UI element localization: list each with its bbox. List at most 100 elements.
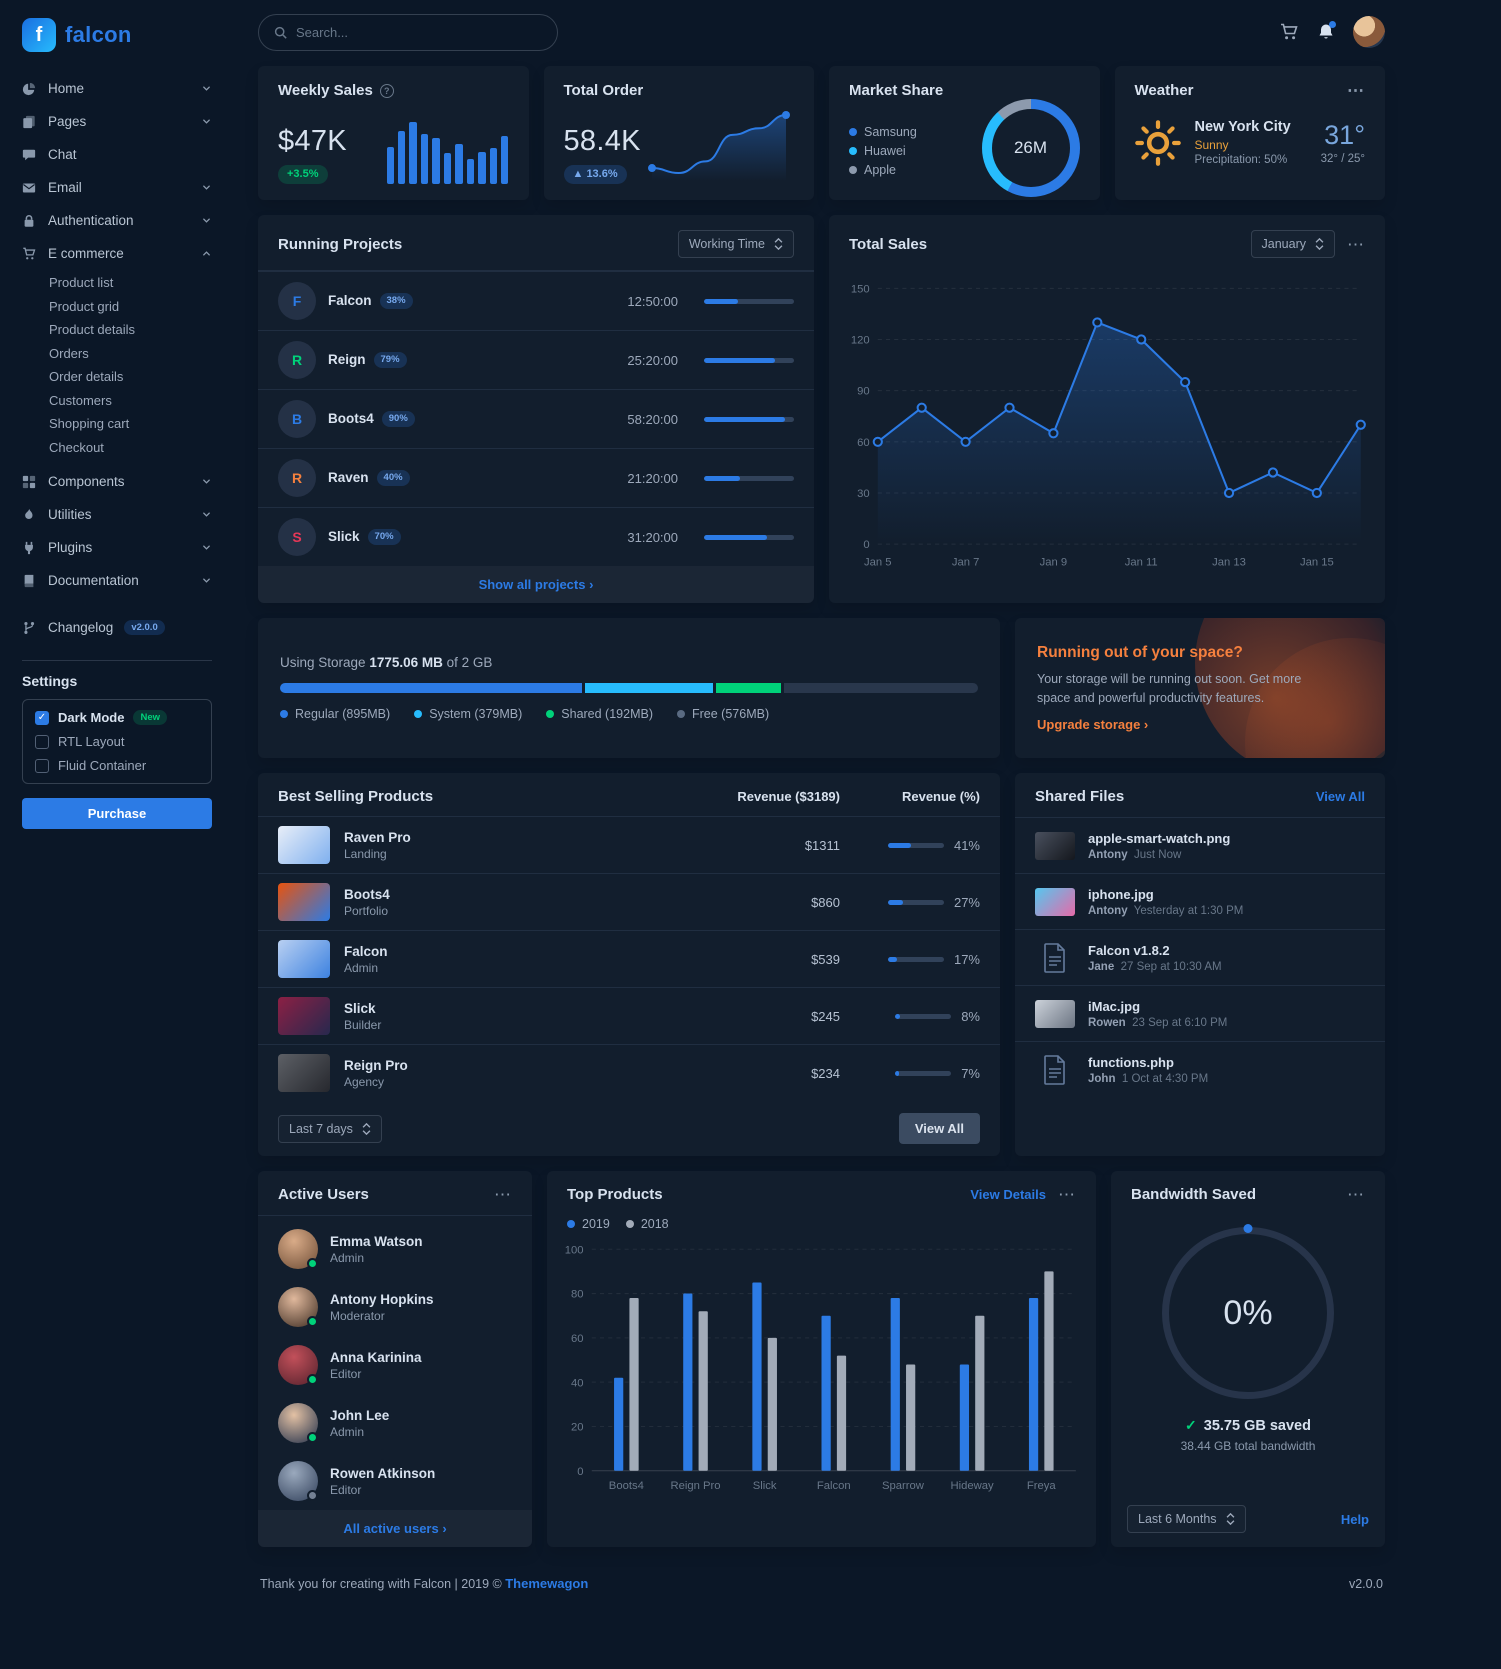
sidebar-item-label: Chat — [48, 147, 77, 162]
purchase-button[interactable]: Purchase — [22, 798, 212, 830]
total-order-chart — [644, 103, 794, 184]
sidebar-subitem-order-details[interactable]: Order details — [49, 369, 124, 385]
ellipsis-menu-icon[interactable]: ⋯ — [494, 1185, 512, 1204]
sidebar-item-label: Components — [48, 474, 125, 489]
file-row[interactable]: Falcon v1.8.2 Jane 27 Sep at 10:30 AM — [1015, 929, 1385, 985]
user-row[interactable]: Antony Hopkins Moderator — [258, 1278, 532, 1336]
bar — [397, 131, 406, 184]
product-row: Boots4 Portfolio $860 27% — [258, 873, 1000, 930]
sidebar-item-plugins[interactable]: Plugins — [22, 531, 212, 564]
settings-box: ✓ Dark Mode New RTL Layout Fluid Contain… — [22, 699, 212, 785]
setting-dark-mode[interactable]: ✓ Dark Mode New — [35, 710, 199, 726]
sidebar-item-ecommerce[interactable]: E commerce — [22, 237, 212, 270]
view-all-button[interactable]: View All — [898, 1113, 980, 1144]
ellipsis-menu-icon[interactable]: ⋯ — [1058, 1185, 1076, 1204]
user-row[interactable]: Anna Karinina Editor — [258, 1336, 532, 1394]
bell-icon[interactable] — [1317, 21, 1336, 41]
best-selling-list: Raven Pro Landing $1311 41% Boots4 Portf… — [258, 816, 1000, 1101]
sidebar-item-home[interactable]: Home — [22, 72, 212, 105]
themewagon-link[interactable]: Themewagon — [505, 1576, 589, 1591]
sidebar-item-pages[interactable]: Pages — [22, 105, 212, 138]
ellipsis-menu-icon[interactable]: ⋯ — [1347, 1185, 1365, 1204]
search-input[interactable] — [296, 24, 542, 40]
sidebar-item-components[interactable]: Components — [22, 465, 212, 498]
months-select[interactable]: Last 6 Months — [1127, 1505, 1246, 1533]
bandwidth-ring: 0% — [1162, 1224, 1334, 1399]
best-selling-title: Best Selling Products — [278, 788, 434, 805]
sidebar-item-utilities[interactable]: Utilities — [22, 498, 212, 531]
user-row-avatar — [278, 1345, 318, 1385]
total-order-value: 58.4K — [563, 124, 641, 157]
user-row[interactable]: Emma Watson Admin — [258, 1220, 532, 1278]
sidebar-item-documentation[interactable]: Documentation — [22, 564, 212, 597]
envelope-icon — [22, 181, 37, 195]
user-row[interactable]: John Lee Admin — [258, 1394, 532, 1452]
storage-bar — [280, 683, 978, 693]
file-row[interactable]: iMac.jpg Rowen 23 Sep at 6:10 PM — [1015, 985, 1385, 1041]
sidebar-subitem-product-grid[interactable]: Product grid — [49, 298, 120, 314]
range-select[interactable]: Last 7 days — [278, 1114, 382, 1143]
storage-segment — [584, 683, 713, 693]
product-category: Builder — [344, 1017, 382, 1032]
sidebar-item-label: E commerce — [48, 246, 124, 261]
legend-item-huawei: Huawei — [849, 144, 917, 158]
sidebar-item-changelog[interactable]: Changelog v2.0.0 — [22, 611, 212, 644]
brand-logo[interactable]: f falcon — [22, 18, 212, 52]
file-name: iMac.jpg — [1088, 998, 1141, 1014]
sidebar-subitem-product-details[interactable]: Product details — [49, 322, 135, 338]
product-name[interactable]: Reign Pro — [344, 1057, 408, 1073]
shared-files-view-all-link[interactable]: View All — [1315, 789, 1365, 804]
ellipsis-menu-icon[interactable]: ⋯ — [1347, 234, 1365, 254]
file-row[interactable]: functions.php John 1 Oct at 4:30 PM — [1015, 1041, 1385, 1097]
sidebar-subitem-shopping-cart[interactable]: Shopping cart — [49, 416, 130, 432]
project-name[interactable]: Reign — [328, 352, 366, 368]
product-name[interactable]: Raven Pro — [344, 829, 411, 845]
project-percent-badge: 38% — [379, 293, 413, 309]
sidebar-subitem-product-list[interactable]: Product list — [49, 275, 114, 291]
checkbox[interactable] — [35, 758, 49, 773]
working-time-select[interactable]: Working Time — [677, 230, 794, 258]
shared-files-card: Shared Files View All apple-smart-watch.… — [1015, 773, 1385, 1156]
space-warning-card: Running out of your space? Your storage … — [1015, 618, 1385, 758]
total-order-badge: ▲ 13.6% — [563, 164, 627, 184]
legend-item-2019: 2019 — [567, 1217, 610, 1231]
project-name[interactable]: Raven — [328, 470, 369, 486]
storage-legend-item: Shared (192MB) — [546, 707, 653, 721]
view-details-link[interactable]: View Details — [970, 1187, 1046, 1202]
weekly-sales-title: Weekly Sales — [278, 82, 373, 99]
setting-fluid-container[interactable]: Fluid Container — [35, 758, 199, 773]
month-select[interactable]: January — [1250, 230, 1335, 258]
sidebar-subitem-customers[interactable]: Customers — [49, 392, 112, 408]
file-row[interactable]: apple-smart-watch.png Antony Just Now — [1015, 817, 1385, 873]
project-name[interactable]: Boots4 — [328, 411, 374, 427]
user-avatar[interactable] — [1353, 16, 1385, 48]
project-name[interactable]: Falcon — [328, 293, 372, 309]
bar — [455, 143, 463, 184]
file-row[interactable]: iphone.jpg Antony Yesterday at 1:30 PM — [1015, 873, 1385, 929]
checkbox[interactable]: ✓ — [35, 710, 49, 725]
sidebar-item-email[interactable]: Email — [22, 171, 212, 204]
ellipsis-menu-icon[interactable]: ⋯ — [1347, 81, 1365, 100]
product-name[interactable]: Falcon — [344, 943, 388, 959]
sidebar-item-authentication[interactable]: Authentication — [22, 204, 212, 237]
sidebar-item-chat[interactable]: Chat — [22, 138, 212, 171]
chevron-down-icon — [201, 182, 212, 193]
all-active-users-link[interactable]: All active users › — [258, 1510, 532, 1547]
checkbox[interactable] — [35, 734, 49, 749]
total-sales-chart: 0 30 60 90 120 150 Jan 5 Jan 7 Jan 9 Jan 11 Jan 13… — [829, 270, 1385, 586]
cart-icon[interactable] — [1279, 22, 1299, 42]
sidebar-subitem-orders[interactable]: Orders — [49, 345, 89, 361]
chevron-down-icon — [201, 116, 212, 127]
show-all-projects-link[interactable]: Show all projects › — [258, 566, 814, 603]
user-row[interactable]: Rowen Atkinson Editor — [258, 1452, 532, 1510]
product-name[interactable]: Boots4 — [344, 886, 390, 902]
help-link[interactable]: Help — [1340, 1511, 1369, 1527]
setting-rtl-layout[interactable]: RTL Layout — [35, 734, 199, 749]
project-name[interactable]: Slick — [328, 529, 360, 545]
sidebar-subitem-checkout[interactable]: Checkout — [49, 439, 104, 455]
code-branch-icon — [22, 621, 37, 635]
product-name[interactable]: Slick — [344, 1000, 376, 1016]
bottom-row: Active Users ⋯ Emma Watson Admin Antony … — [258, 1171, 1385, 1547]
upgrade-storage-link[interactable]: Upgrade storage › — [1037, 716, 1149, 732]
product-revenue: $539 — [811, 951, 840, 967]
